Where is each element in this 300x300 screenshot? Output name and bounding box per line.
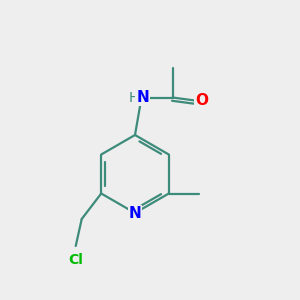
Text: N: N [136,90,149,105]
Text: N: N [129,206,141,220]
Text: O: O [195,93,208,108]
Text: Cl: Cl [68,253,83,267]
Text: H: H [128,91,139,104]
